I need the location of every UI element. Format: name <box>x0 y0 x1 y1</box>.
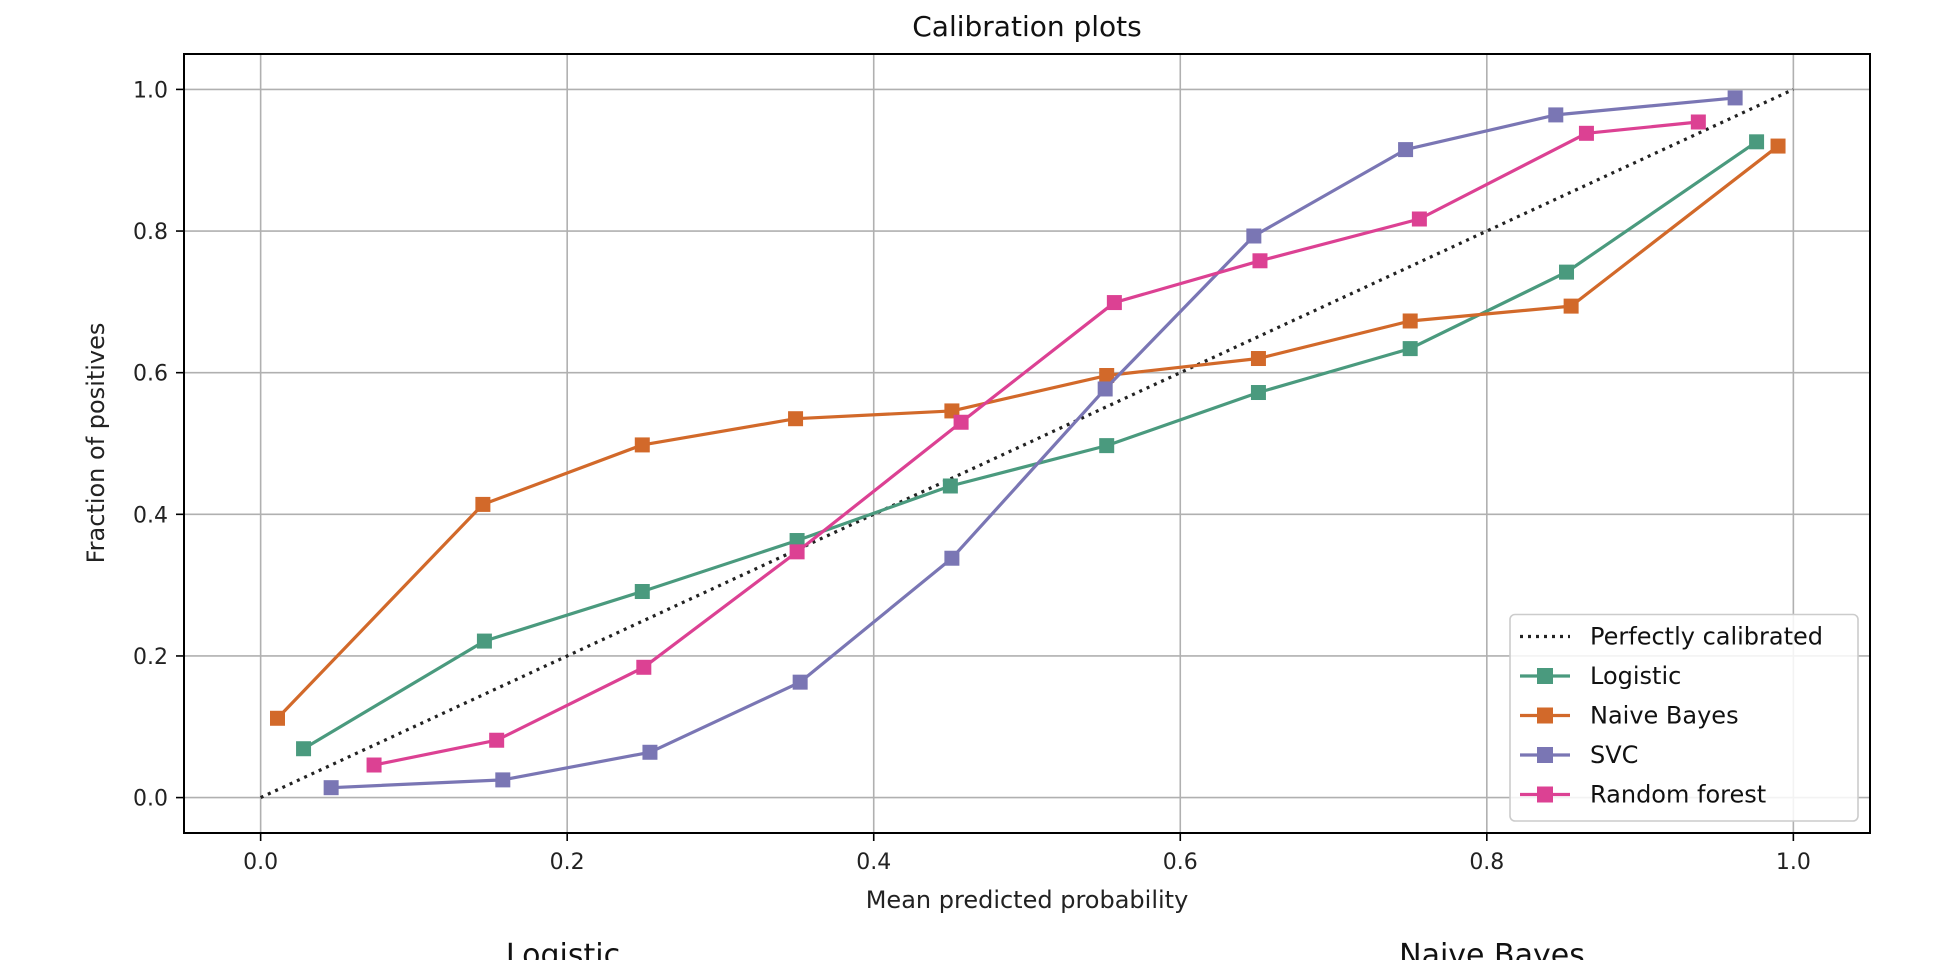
data-point-random-forest <box>1578 125 1594 141</box>
x-tick-label: 0.4 <box>856 850 891 875</box>
data-point-logistic <box>789 533 805 549</box>
data-point-naive-bayes <box>1099 368 1115 384</box>
data-point-random-forest <box>1106 295 1122 311</box>
x-tick-label: 0.2 <box>550 850 585 875</box>
series-layer <box>269 90 1786 796</box>
y-tick-label: 1.0 <box>133 78 168 103</box>
data-point-logistic <box>1250 385 1266 401</box>
x-ticks: 0.0 0.2 0.4 0.6 0.8 1.0 <box>243 833 1811 875</box>
data-point-logistic <box>1559 264 1575 280</box>
y-tick-label: 0.6 <box>133 362 168 387</box>
data-point-naive-bayes <box>944 403 960 419</box>
x-tick-label: 0.6 <box>1163 850 1198 875</box>
data-point-logistic <box>942 478 958 494</box>
legend-marker-logistic <box>1537 668 1553 684</box>
data-point-naive-bayes <box>1770 138 1786 154</box>
data-point-svc <box>1398 142 1414 158</box>
chart-title: Calibration plots <box>912 10 1142 43</box>
reference-line-layer <box>259 87 1795 800</box>
data-point-naive-bayes <box>788 411 804 427</box>
data-point-random-forest <box>1411 211 1427 227</box>
data-point-random-forest <box>366 757 382 773</box>
legend-label-perfectly-calibrated: Perfectly calibrated <box>1590 623 1823 651</box>
x-tick-label: 0.0 <box>243 850 278 875</box>
legend: Perfectly calibrated Logistic Naive Bayes S… <box>1509 613 1859 822</box>
subplot-title-left: Logistic <box>506 938 620 960</box>
data-point-naive-bayes <box>1250 351 1266 367</box>
data-point-svc <box>495 772 511 788</box>
legend-label-naive-bayes: Naive Bayes <box>1590 702 1739 730</box>
data-point-naive-bayes <box>475 496 491 512</box>
legend-marker-naive-bayes <box>1537 707 1553 724</box>
data-point-random-forest <box>489 732 505 748</box>
subplot-title-right: Naive Bayes <box>1399 938 1585 960</box>
data-point-random-forest <box>789 544 805 560</box>
series-random-forest <box>366 114 1706 773</box>
data-point-random-forest <box>636 659 652 675</box>
legend-label-logistic: Logistic <box>1590 662 1681 690</box>
series-logistic <box>296 134 1765 757</box>
series-line-naive-bayes <box>276 144 1780 720</box>
data-point-svc <box>642 744 658 760</box>
data-point-logistic <box>296 741 312 757</box>
y-ticks: 0.0 0.2 0.4 0.6 0.8 1.0 <box>133 78 184 812</box>
data-point-logistic <box>1099 438 1115 454</box>
data-point-svc <box>1548 107 1564 123</box>
data-point-svc <box>323 780 339 796</box>
legend-marker-svc <box>1537 747 1553 763</box>
legend-marker-random-forest <box>1537 786 1553 803</box>
data-point-svc <box>1727 90 1743 106</box>
data-point-logistic <box>476 633 492 649</box>
data-point-svc <box>1097 381 1113 397</box>
data-point-svc <box>944 550 960 566</box>
legend-label-svc: SVC <box>1590 741 1638 769</box>
series-line-random-forest <box>373 120 1699 767</box>
data-point-logistic <box>1402 341 1418 357</box>
data-point-logistic <box>1749 134 1765 150</box>
legend-box <box>1509 613 1859 822</box>
data-point-naive-bayes <box>1402 313 1418 329</box>
y-tick-label: 0.8 <box>133 220 168 245</box>
y-tick-label: 0.0 <box>133 787 168 812</box>
series-naive-bayes <box>269 138 1786 726</box>
data-point-naive-bayes <box>634 437 650 453</box>
x-tick-label: 1.0 <box>1776 850 1811 875</box>
data-point-svc <box>792 674 808 690</box>
y-tick-label: 0.4 <box>133 503 168 528</box>
data-point-svc <box>1246 228 1262 244</box>
y-tick-label: 0.2 <box>133 645 168 670</box>
grid-lines <box>184 54 1870 833</box>
series-svc <box>323 90 1743 796</box>
data-point-logistic <box>634 584 650 600</box>
series-line-svc <box>331 96 1736 790</box>
legend-label-random-forest: Random forest <box>1590 781 1766 809</box>
plot-frame <box>183 53 1871 834</box>
x-axis-title: Mean predicted probability <box>866 886 1189 914</box>
data-point-random-forest <box>953 414 969 430</box>
series-line-logistic <box>302 140 1758 751</box>
data-point-naive-bayes <box>1563 298 1579 314</box>
y-axis-title: Fraction of positives <box>82 323 110 564</box>
data-point-random-forest <box>1690 114 1706 130</box>
data-point-naive-bayes <box>269 710 285 726</box>
x-tick-label: 0.8 <box>1469 850 1504 875</box>
reference-line <box>259 87 1795 800</box>
data-point-random-forest <box>1252 253 1268 269</box>
